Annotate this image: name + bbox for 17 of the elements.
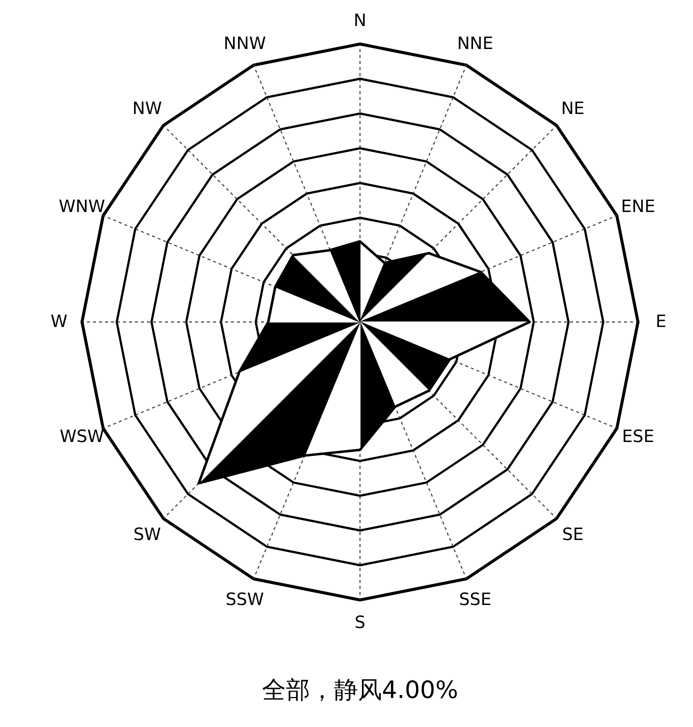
spoke-label: ESE <box>622 427 654 448</box>
spoke-label: W <box>50 312 68 332</box>
spoke-label: NNE <box>457 34 494 54</box>
spoke-label: ENE <box>620 196 656 217</box>
spoke-label: N <box>354 11 366 31</box>
spoke-label: WSW <box>60 427 104 448</box>
text: 全部，静风4.00% <box>262 676 458 704</box>
spoke-label: E <box>656 312 666 332</box>
spoke-label: S <box>354 613 366 633</box>
spoke-label: NW <box>132 99 162 120</box>
spoke-label: NNW <box>224 34 266 54</box>
spoke-label: NE <box>561 99 585 120</box>
spoke-label: SE <box>562 524 584 545</box>
spoke-label: SW <box>133 524 162 545</box>
spoke-label: SSW <box>226 590 264 610</box>
spoke-label: WNW <box>58 196 106 217</box>
spoke-label: SSE <box>459 590 492 610</box>
